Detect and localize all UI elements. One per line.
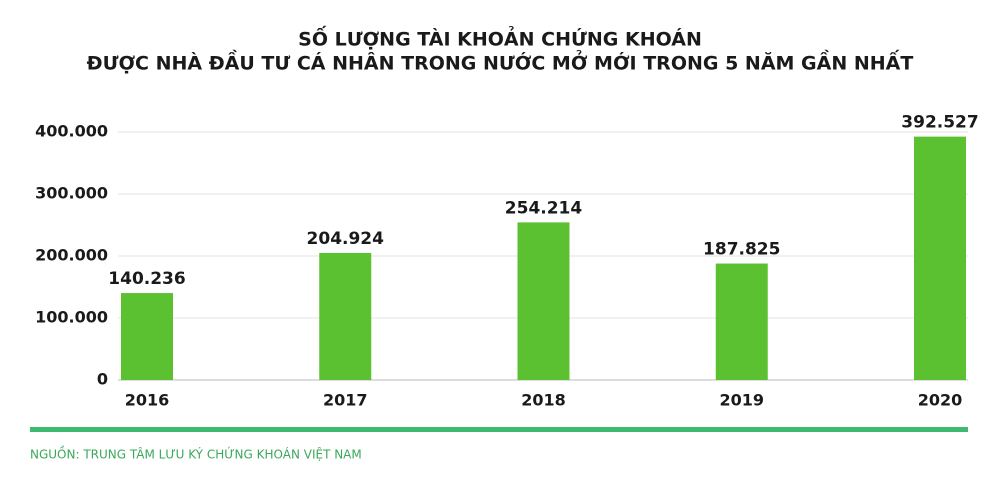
value-label: 204.924 xyxy=(307,229,385,249)
x-tick-label: 2018 xyxy=(521,391,566,410)
bar xyxy=(715,263,768,380)
value-label: 140.236 xyxy=(108,269,185,289)
divider xyxy=(30,427,968,432)
y-tick-label: 200.000 xyxy=(35,246,108,265)
x-tick-label: 2016 xyxy=(125,391,170,410)
bar xyxy=(914,136,966,380)
x-tick-label: 2017 xyxy=(323,391,368,410)
value-label: 187.825 xyxy=(703,240,780,260)
bar xyxy=(517,222,570,380)
x-tick-label: 2020 xyxy=(918,391,963,410)
y-tick-label: 0 xyxy=(97,370,108,389)
y-tick-label: 400.000 xyxy=(35,122,108,141)
bar xyxy=(319,252,372,380)
value-label: 254.214 xyxy=(505,198,583,218)
y-tick-label: 300.000 xyxy=(35,184,108,203)
value-label: 392.527 xyxy=(901,113,978,133)
bar xyxy=(121,293,173,380)
source-note: NGUỒN: TRUNG TÂM LƯU KÝ CHỨNG KHOÁN VIỆT… xyxy=(30,446,362,462)
chart-subtitle: ĐƯỢC NHÀ ĐẦU TƯ CÁ NHÂN TRONG NƯỚC MỞ MỚ… xyxy=(87,49,914,75)
y-tick-label: 100.000 xyxy=(35,308,108,327)
x-tick-label: 2019 xyxy=(719,391,764,410)
chart-title: SỐ LƯỢNG TÀI KHOẢN CHỨNG KHOÁN xyxy=(298,25,702,51)
